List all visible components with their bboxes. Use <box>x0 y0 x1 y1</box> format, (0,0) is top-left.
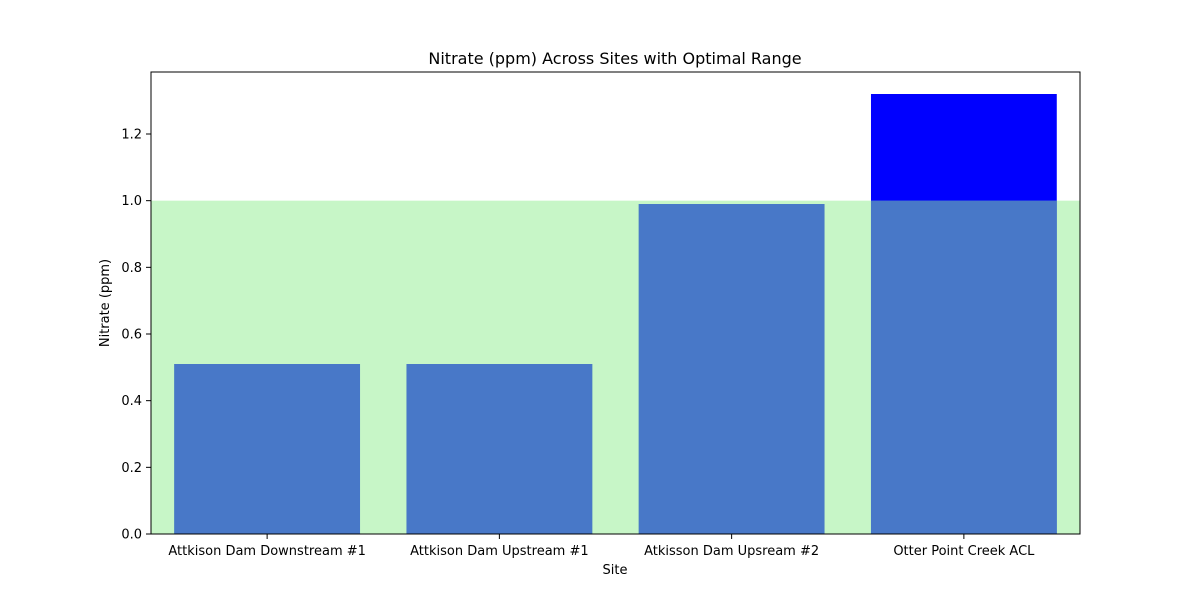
plot-frame <box>150 71 1081 535</box>
x-tick-label-3: Atkisson Dam Upsream #2 <box>644 544 819 559</box>
x-tick-label-1: Attkison Dam Downstream #1 <box>168 544 366 559</box>
y-axis-label: Nitrate (ppm) <box>98 259 113 347</box>
y-tick-label-6: 1.2 <box>121 128 142 143</box>
bar-in-range-segment-3 <box>638 204 825 534</box>
chart-title: Nitrate (ppm) Across Sites with Optimal … <box>428 49 801 68</box>
y-tick-label-4: 0.8 <box>121 261 142 276</box>
x-tick-label-4: Otter Point Creek ACL <box>893 544 1035 559</box>
bar-in-range-segment-1 <box>174 364 361 534</box>
y-tick-label-3: 0.6 <box>121 328 142 343</box>
x-axis-label: Site <box>603 563 628 578</box>
bar-in-range-segment-2 <box>406 364 593 534</box>
y-tick-label-5: 1.0 <box>121 194 142 209</box>
y-tick-label-1: 0.2 <box>121 461 142 476</box>
bar-in-range-segment-4 <box>870 200 1057 534</box>
x-tick-label-2: Attkison Dam Upstream #1 <box>410 544 589 559</box>
y-tick-label-2: 0.4 <box>121 394 142 409</box>
y-tick-label-0: 0.0 <box>121 528 142 543</box>
